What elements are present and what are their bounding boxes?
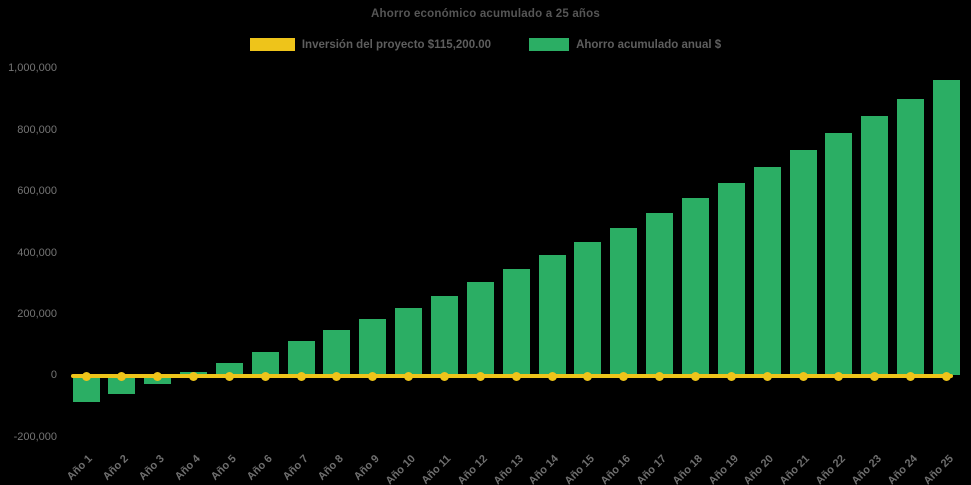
bar-year-22	[825, 132, 853, 376]
bar-year-2	[108, 375, 136, 395]
line-marker-year-4	[189, 371, 199, 381]
bar-year-13	[502, 269, 530, 376]
x-tick-label: Año 20	[741, 452, 777, 485]
line-marker-year-2	[117, 371, 127, 381]
bar-year-16	[610, 228, 638, 376]
chart-title: Ahorro económico acumulado a 25 años	[371, 8, 600, 20]
x-tick-label: Año 5	[208, 452, 239, 483]
y-tick-label: 800,000	[17, 123, 57, 136]
line-marker-year-3	[153, 371, 163, 381]
line-marker-year-9	[368, 371, 378, 381]
line-marker-year-17	[655, 371, 665, 381]
x-tick-label: Año 17	[634, 452, 669, 485]
bar-year-10	[395, 308, 423, 376]
savings-swatch	[529, 38, 570, 51]
x-tick-label: Año 22	[813, 452, 849, 485]
bar-year-17	[646, 212, 674, 376]
line-marker-year-22	[834, 371, 844, 381]
x-tick-label: Año 24	[885, 452, 920, 485]
line-marker-year-15	[583, 371, 593, 381]
line-marker-year-24	[906, 371, 916, 381]
bar-year-18	[681, 198, 709, 376]
legend-label-savings: Ahorro acumulado anual $	[576, 38, 722, 51]
x-tick-label: Año 7	[280, 452, 311, 483]
line-marker-year-23	[870, 371, 880, 381]
x-tick-label: Año 3	[136, 452, 167, 483]
line-marker-year-19	[726, 371, 736, 381]
x-tick-label: Año 2	[101, 452, 132, 483]
bar-year-19	[717, 182, 745, 376]
bar-year-5	[215, 363, 243, 376]
y-tick-label: -200,000	[13, 430, 57, 443]
investment-swatch	[249, 38, 295, 51]
line-marker-year-6	[260, 371, 270, 381]
bar-year-23	[861, 116, 889, 376]
x-tick-label: Año 14	[526, 452, 562, 485]
line-marker-year-1	[81, 371, 91, 381]
line-marker-year-8	[332, 371, 342, 381]
line-marker-year-10	[404, 371, 414, 381]
legend-label-investment: Inversión del proyecto $115,200.00	[301, 38, 492, 51]
x-tick-label: Año 11	[419, 452, 454, 485]
bar-year-12	[466, 282, 494, 376]
x-tick-label: Año 15	[562, 452, 598, 485]
legend: Inversión del proyecto $115,200.00 Ahorr…	[0, 38, 971, 51]
x-tick-label: Año 16	[598, 452, 633, 485]
bar-year-9	[359, 319, 387, 376]
bar-year-8	[323, 329, 351, 376]
bar-year-7	[287, 341, 315, 376]
x-tick-label: Año 6	[244, 452, 275, 483]
x-tick-label: Año 9	[351, 452, 383, 483]
x-tick-label: Año 8	[316, 452, 347, 483]
bar-year-21	[789, 149, 817, 376]
x-tick-label: Año 4	[172, 452, 203, 483]
y-tick-label: 0	[50, 369, 57, 382]
bar-year-14	[538, 254, 566, 376]
line-marker-year-11	[440, 371, 449, 381]
line-marker-year-12	[475, 371, 485, 381]
x-tick-label: Año 25	[921, 452, 956, 485]
line-marker-year-14	[547, 371, 557, 381]
y-tick-label: 1,000,000	[8, 62, 57, 75]
x-tick-label: Año 10	[383, 452, 418, 485]
line-marker-year-13	[511, 371, 521, 381]
x-tick-label: Año 19	[706, 452, 741, 485]
line-marker-year-16	[619, 371, 629, 381]
bar-year-6	[251, 352, 279, 376]
line-marker-year-18	[690, 371, 700, 381]
bar-year-20	[753, 166, 781, 376]
legend-item-investment: Inversión del proyecto $115,200.00	[249, 38, 492, 51]
x-tick-label: Año 23	[849, 452, 884, 485]
x-tick-label: Año 18	[670, 452, 705, 485]
line-marker-year-20	[762, 371, 772, 381]
y-tick-label: 600,000	[17, 185, 57, 198]
bar-year-24	[897, 98, 925, 376]
x-tick-label: Año 12	[455, 452, 490, 485]
line-marker-year-7	[296, 371, 306, 381]
bar-year-11	[431, 295, 458, 376]
bar-year-15	[574, 241, 602, 376]
line-marker-year-5	[224, 371, 234, 381]
x-tick-label: Año 1	[65, 452, 96, 483]
x-tick-label: Año 13	[491, 452, 526, 485]
line-marker-year-21	[798, 371, 808, 381]
legend-item-savings: Ahorro acumulado anual $	[529, 38, 721, 51]
bar-year-25	[932, 79, 960, 376]
y-tick-label: 200,000	[17, 307, 57, 320]
x-tick-label: Año 21	[777, 452, 813, 485]
y-tick-label: 400,000	[17, 246, 57, 259]
line-marker-year-25	[941, 371, 951, 381]
